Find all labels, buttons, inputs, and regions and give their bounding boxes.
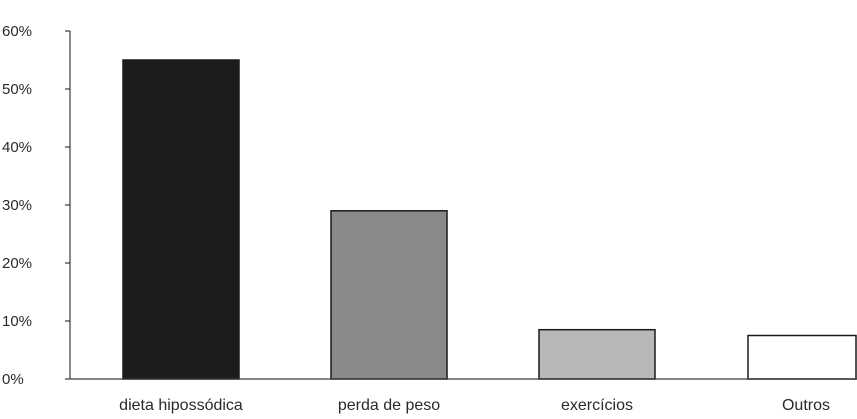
y-tick-label: 0% <box>2 371 24 388</box>
y-tick-label: 30% <box>2 197 32 214</box>
y-tick-label: 20% <box>2 255 32 272</box>
x-tick-label: perda de peso <box>338 397 440 414</box>
y-tick-label: 40% <box>2 139 32 156</box>
bar <box>747 334 857 380</box>
x-tick-label: exercícios <box>561 397 633 414</box>
x-tick-label: dieta hipossódica <box>119 397 243 414</box>
bar <box>122 59 240 380</box>
y-tick-label: 10% <box>2 313 32 330</box>
bar <box>538 328 656 380</box>
bar <box>330 210 448 380</box>
y-tick-label: 60% <box>2 23 32 40</box>
x-axis: dieta hipossódica perda de peso exercícios… <box>70 378 857 414</box>
x-tick-label: Outros <box>782 397 830 414</box>
bars <box>122 59 857 380</box>
y-tick-label: 50% <box>2 81 32 98</box>
y-axis: 0% 10% 20% 30% 40% 50% 60% <box>2 23 71 388</box>
